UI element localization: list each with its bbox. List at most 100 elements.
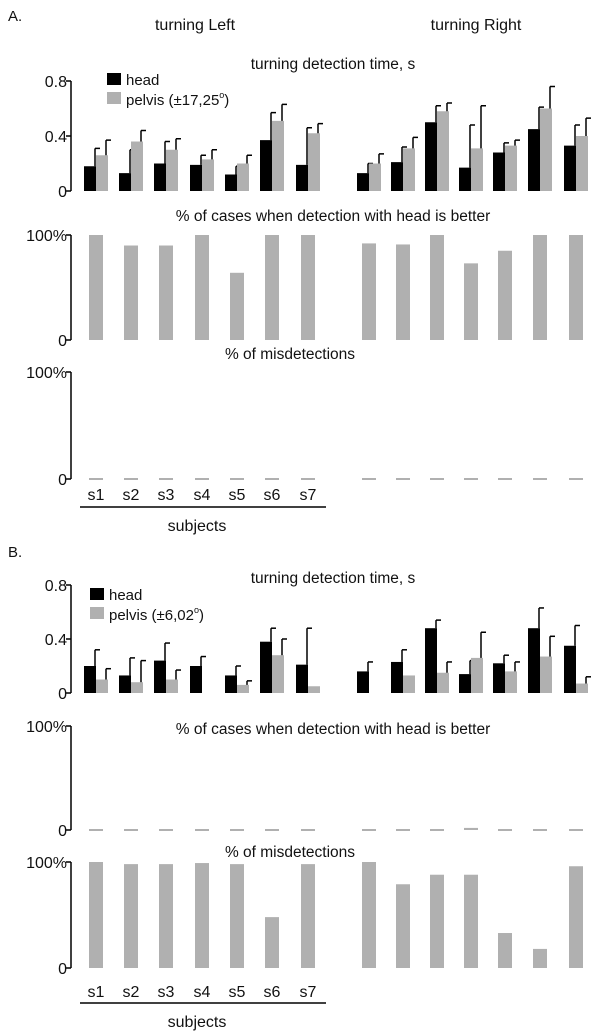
plots: 0.8 0.4 0 100% 0 100% 0 0.8 0.4 0 100% 0 100% 0 bbox=[26, 74, 591, 978]
bar-3-head-13 bbox=[564, 645, 576, 693]
bar-5-3 bbox=[195, 863, 209, 968]
bar-3-pelvis-1 bbox=[131, 682, 143, 693]
y-tick-label-4-0: 100% bbox=[26, 719, 67, 736]
bar-0-pelvis-2 bbox=[166, 149, 178, 191]
subjects-axis-a-label: subjects bbox=[168, 518, 227, 535]
y-tick-label-2-1: 0 bbox=[58, 472, 67, 489]
bar-4-9 bbox=[430, 829, 444, 831]
panel-label-b: B. bbox=[8, 544, 22, 561]
bar-2-12 bbox=[533, 478, 547, 480]
subject-tick-s3: s3 bbox=[158, 487, 175, 504]
bar-3-pelvis-8 bbox=[403, 675, 415, 693]
bar-4-8 bbox=[396, 829, 410, 831]
y-tick-label-5-0: 100% bbox=[26, 855, 67, 872]
subject-tick-s4: s4 bbox=[194, 487, 211, 504]
bar-5-4 bbox=[230, 864, 244, 968]
chart-3: 0.8 0.4 0 bbox=[45, 578, 591, 703]
bar-3-head-4 bbox=[225, 675, 237, 693]
bar-2-7 bbox=[362, 478, 376, 480]
bar-4-7 bbox=[362, 829, 376, 831]
bar-0-head-0 bbox=[84, 166, 96, 191]
bar-5-12 bbox=[533, 948, 547, 968]
subject-tick-s7: s7 bbox=[300, 487, 317, 504]
legend-b-degree-sign: o bbox=[194, 605, 199, 615]
subject-tick-s7: s7 bbox=[300, 984, 317, 1001]
bar-3-pelvis-12 bbox=[540, 656, 552, 693]
bar-0-pelvis-0 bbox=[96, 155, 108, 191]
bar-0-head-1 bbox=[119, 173, 131, 191]
bar-0-pelvis-8 bbox=[403, 148, 415, 191]
bar-1-8 bbox=[396, 244, 410, 340]
bar-3-head-11 bbox=[493, 663, 505, 693]
chart-title-b-time: turning detection time, s bbox=[251, 570, 416, 587]
legend-b-pelvis-text: pelvis (±6,02 bbox=[109, 607, 194, 624]
chart-title-b-misdetections: % of misdetections bbox=[225, 844, 355, 861]
bar-0-pelvis-3 bbox=[202, 159, 214, 191]
bar-0-pelvis-5 bbox=[272, 120, 284, 191]
legend-a-pelvis-text: pelvis (±17,25 bbox=[126, 92, 219, 109]
y-tick-label-0-1: 0.4 bbox=[45, 129, 67, 146]
y-tick-label-0-2: 0 bbox=[58, 184, 67, 201]
bar-3-head-9 bbox=[425, 628, 437, 693]
bar-0-pelvis-9 bbox=[437, 111, 449, 191]
bar-0-pelvis-7 bbox=[369, 163, 381, 191]
chart-title-a-better: % of cases when detection with head is b… bbox=[176, 208, 491, 225]
bar-1-13 bbox=[569, 235, 583, 340]
bar-5-11 bbox=[498, 933, 512, 968]
bar-1-3 bbox=[195, 235, 209, 340]
bar-3-head-7 bbox=[357, 671, 369, 693]
bar-4-10 bbox=[464, 827, 478, 830]
bar-2-6 bbox=[301, 478, 315, 480]
y-tick-label-2-0: 100% bbox=[26, 365, 67, 382]
bar-4-4 bbox=[230, 829, 244, 831]
bar-3-head-8 bbox=[391, 661, 403, 693]
header-turning-right: turning Right bbox=[431, 17, 522, 34]
bar-1-6 bbox=[301, 235, 315, 340]
subject-tick-s2: s2 bbox=[123, 487, 140, 504]
panel-label-a: A. bbox=[8, 8, 22, 25]
legend-a-pelvis-label: pelvis (±17,25o) bbox=[126, 90, 229, 109]
bar-0-pelvis-1 bbox=[131, 141, 143, 191]
chart-5: 100% 0 bbox=[26, 855, 583, 978]
chart-0: 0.8 0.4 0 bbox=[45, 74, 591, 201]
bar-5-9 bbox=[430, 874, 444, 968]
subject-tick-s2: s2 bbox=[123, 984, 140, 1001]
bar-1-7 bbox=[362, 243, 376, 340]
bar-2-13 bbox=[569, 478, 583, 480]
bar-2-11 bbox=[498, 478, 512, 480]
bar-0-head-8 bbox=[391, 162, 403, 191]
bar-3-head-12 bbox=[528, 628, 540, 693]
bar-3-pelvis-2 bbox=[166, 679, 178, 693]
bar-4-6 bbox=[301, 829, 315, 831]
bar-3-head-5 bbox=[260, 641, 272, 693]
bar-2-2 bbox=[159, 478, 173, 480]
bar-3-head-3 bbox=[190, 666, 202, 693]
legend-a-head-label: head bbox=[126, 72, 159, 89]
bar-3-pelvis-9 bbox=[437, 672, 449, 693]
subject-tick-s1: s1 bbox=[88, 984, 105, 1001]
chart-4: 100% 0 bbox=[26, 719, 583, 840]
bar-3-pelvis-13 bbox=[576, 683, 588, 693]
bar-2-1 bbox=[124, 478, 138, 480]
bar-0-pelvis-10 bbox=[471, 148, 483, 191]
subjects-axis-b: subjects s1 s2 s3 s4 s5 s6 s7 bbox=[80, 984, 326, 1031]
bar-1-11 bbox=[498, 250, 512, 340]
bar-2-8 bbox=[396, 478, 410, 480]
bar-0-pelvis-12 bbox=[540, 108, 552, 191]
bar-0-head-11 bbox=[493, 152, 505, 191]
legend-b: head pelvis (±6,02o) bbox=[90, 587, 204, 624]
bar-4-12 bbox=[533, 829, 547, 831]
legend-a: head pelvis (±17,25o) bbox=[107, 72, 229, 109]
y-tick-label-1-0: 100% bbox=[26, 228, 67, 245]
bar-3-pelvis-0 bbox=[96, 679, 108, 693]
bar-0-pelvis-4 bbox=[237, 163, 249, 191]
bar-1-5 bbox=[265, 235, 279, 340]
bar-0-head-7 bbox=[357, 173, 369, 191]
bar-3-head-2 bbox=[154, 660, 166, 693]
bar-0-head-5 bbox=[260, 140, 272, 191]
chart-title-b-better: % of cases when detection with head is b… bbox=[176, 721, 491, 738]
bar-1-10 bbox=[464, 263, 478, 340]
y-tick-label-3-2: 0 bbox=[58, 686, 67, 703]
subject-tick-s6: s6 bbox=[264, 487, 281, 504]
